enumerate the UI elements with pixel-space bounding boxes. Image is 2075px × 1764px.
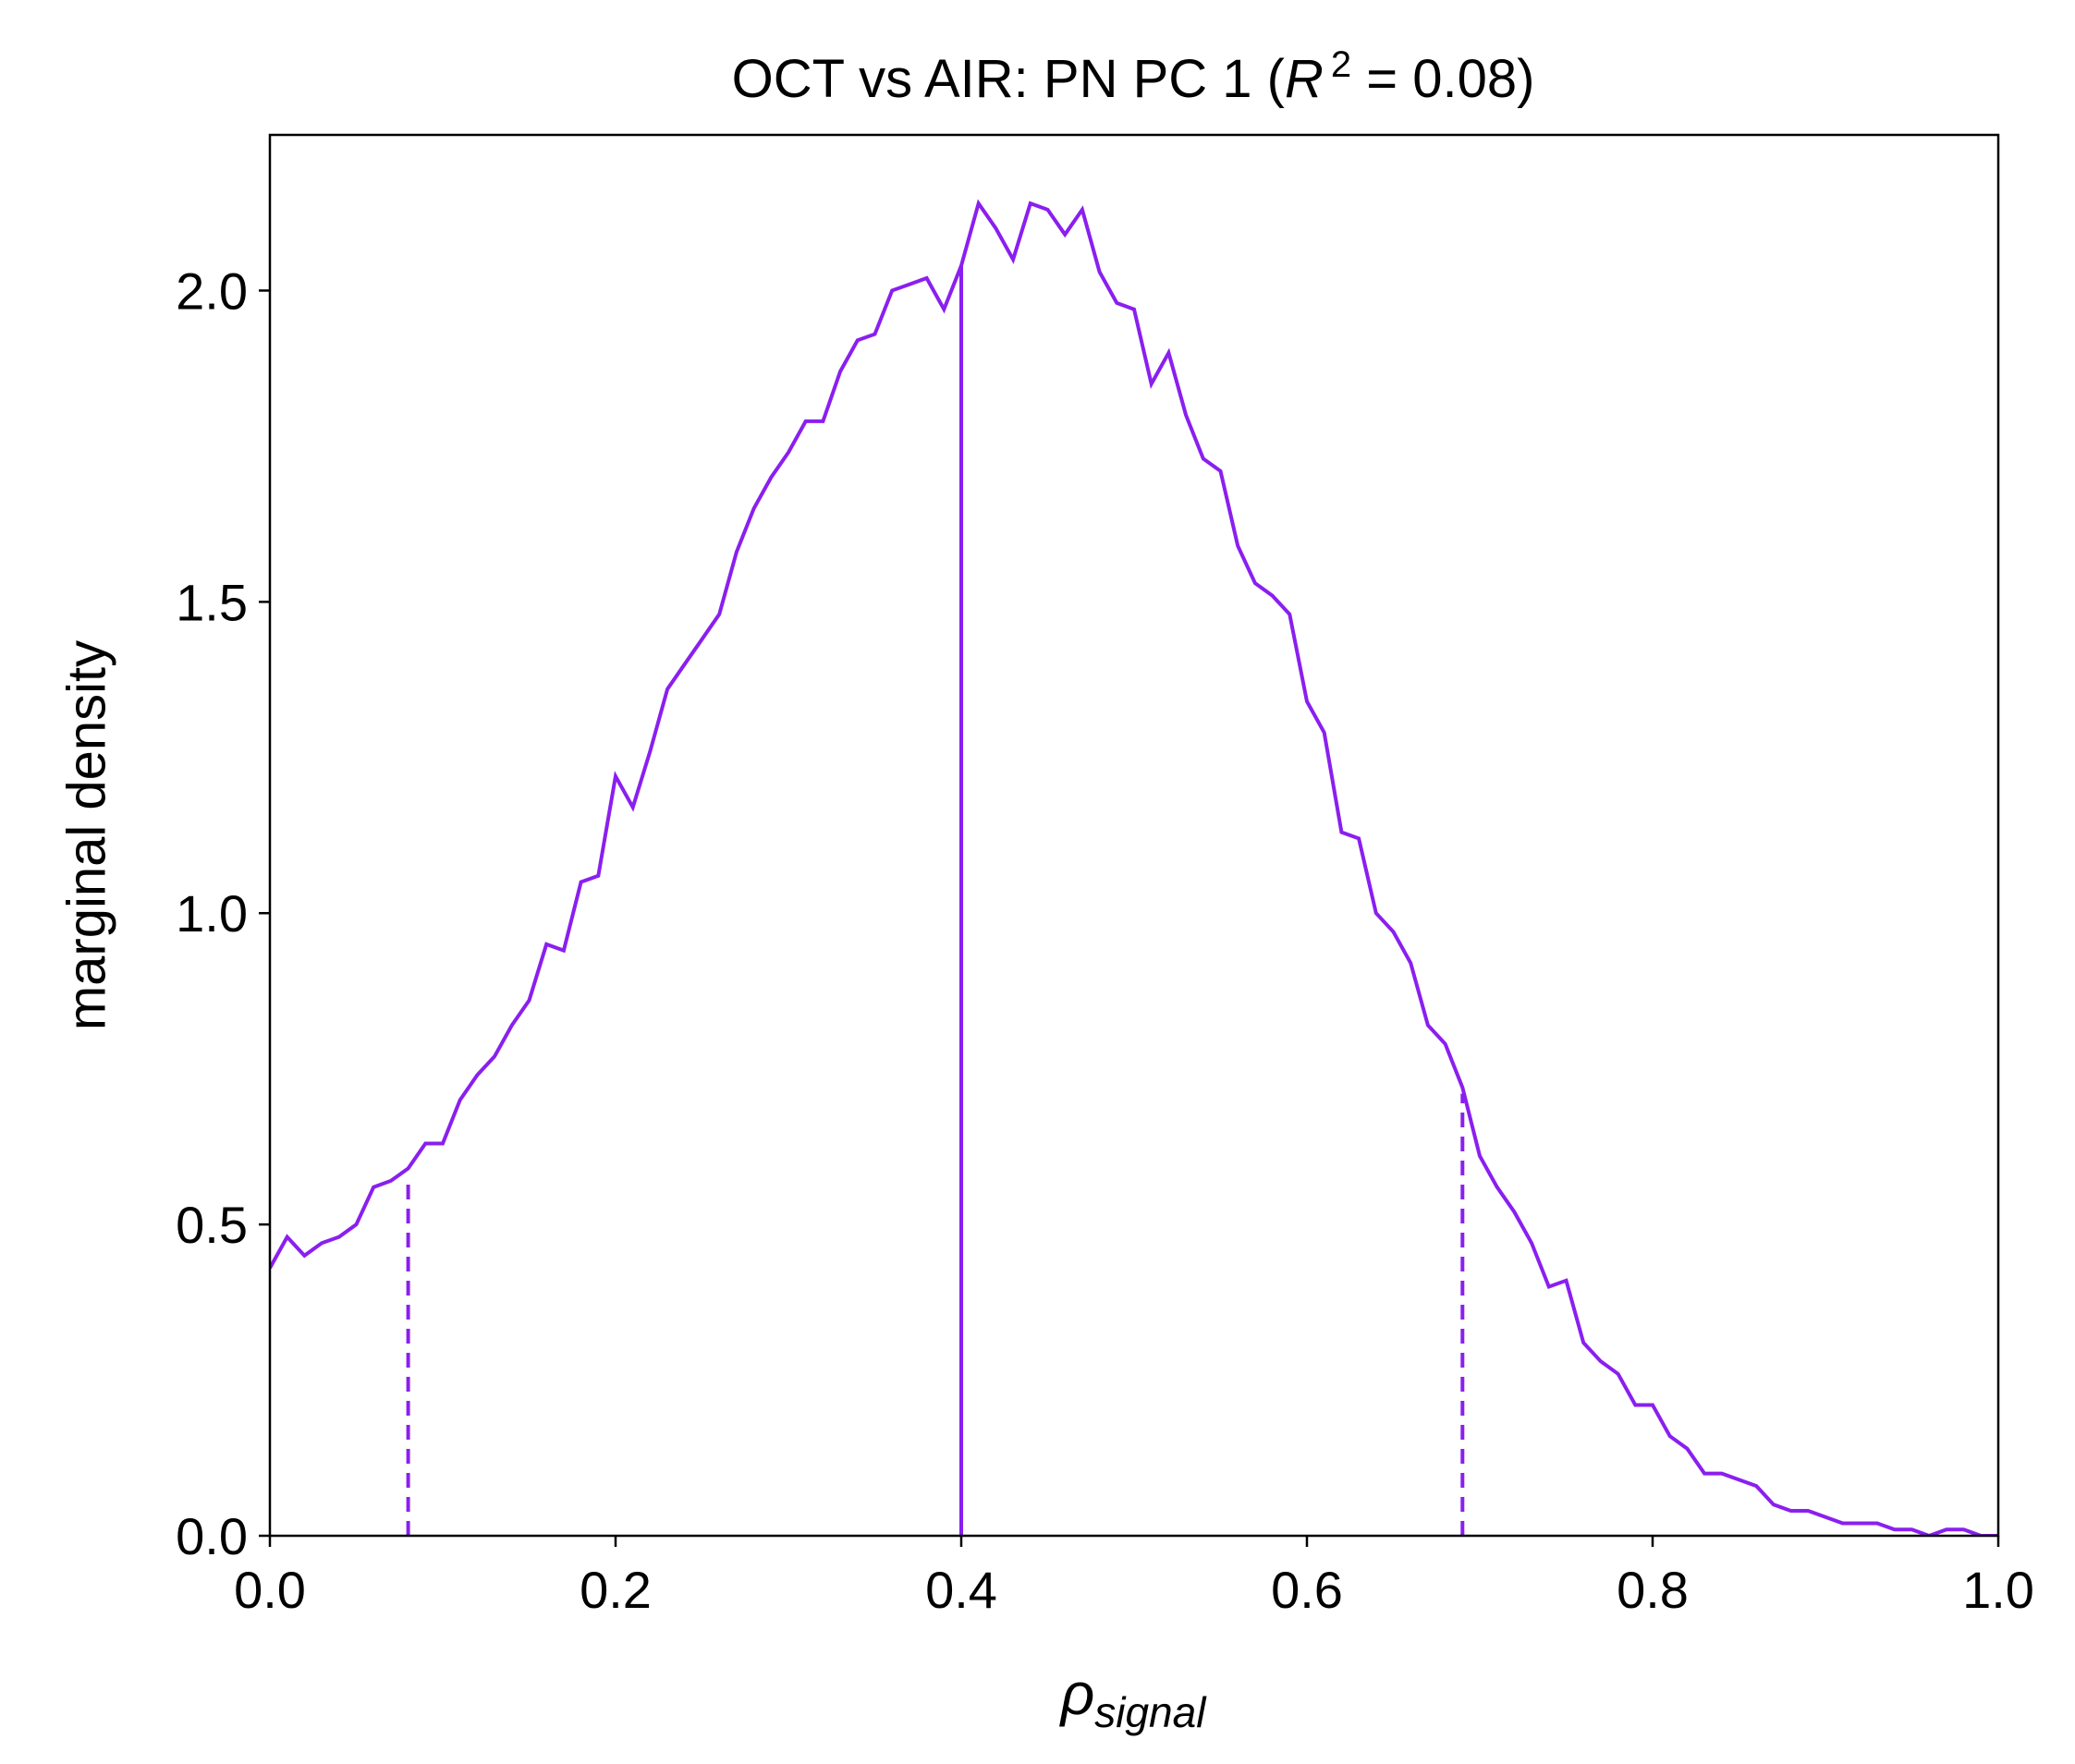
x-tick-label-2: 0.4 <box>925 1561 997 1619</box>
x-axis-label: ρsignal <box>1059 1661 1208 1736</box>
axes-frame <box>268 133 2000 1538</box>
axes: 0.0 0.2 0.4 0.6 0.8 1.0 0.0 0.5 1.0 1.5 2.0 <box>176 133 2034 1619</box>
y-tick-label-0: 0.0 <box>176 1507 248 1565</box>
title-r-exponent: 2 <box>1331 44 1351 85</box>
title-r-symbol: R <box>1285 49 1324 109</box>
x-tick-label-3: 0.6 <box>1271 1561 1343 1619</box>
title-suffix: = 0.08) <box>1351 49 1534 109</box>
x-tick-label-0: 0.0 <box>234 1561 306 1619</box>
y-tick-label-2: 1.0 <box>176 884 248 943</box>
y-tick-label-3: 1.5 <box>176 573 248 631</box>
x-label-subscript: signal <box>1094 1688 1207 1736</box>
y-tick-label-4: 2.0 <box>176 262 248 320</box>
chart-title: OCT vs AIR: PN PC 1 (R 2 = 0.08) <box>732 44 1535 109</box>
x-tick-label-5: 1.0 <box>1962 1561 2034 1619</box>
title-prefix: OCT vs AIR: PN PC 1 ( <box>732 49 1285 109</box>
plot-clip-group <box>270 199 1998 1536</box>
y-axis-label: marginal density <box>56 640 116 1030</box>
x-label-rho: ρ <box>1059 1661 1095 1727</box>
x-tick-label-1: 0.2 <box>580 1561 652 1619</box>
plot-area <box>270 199 1998 1536</box>
y-tick-label-1: 0.5 <box>176 1196 248 1254</box>
density-series-line-0 <box>270 199 1998 1536</box>
x-tick-label-4: 0.8 <box>1617 1561 1689 1619</box>
